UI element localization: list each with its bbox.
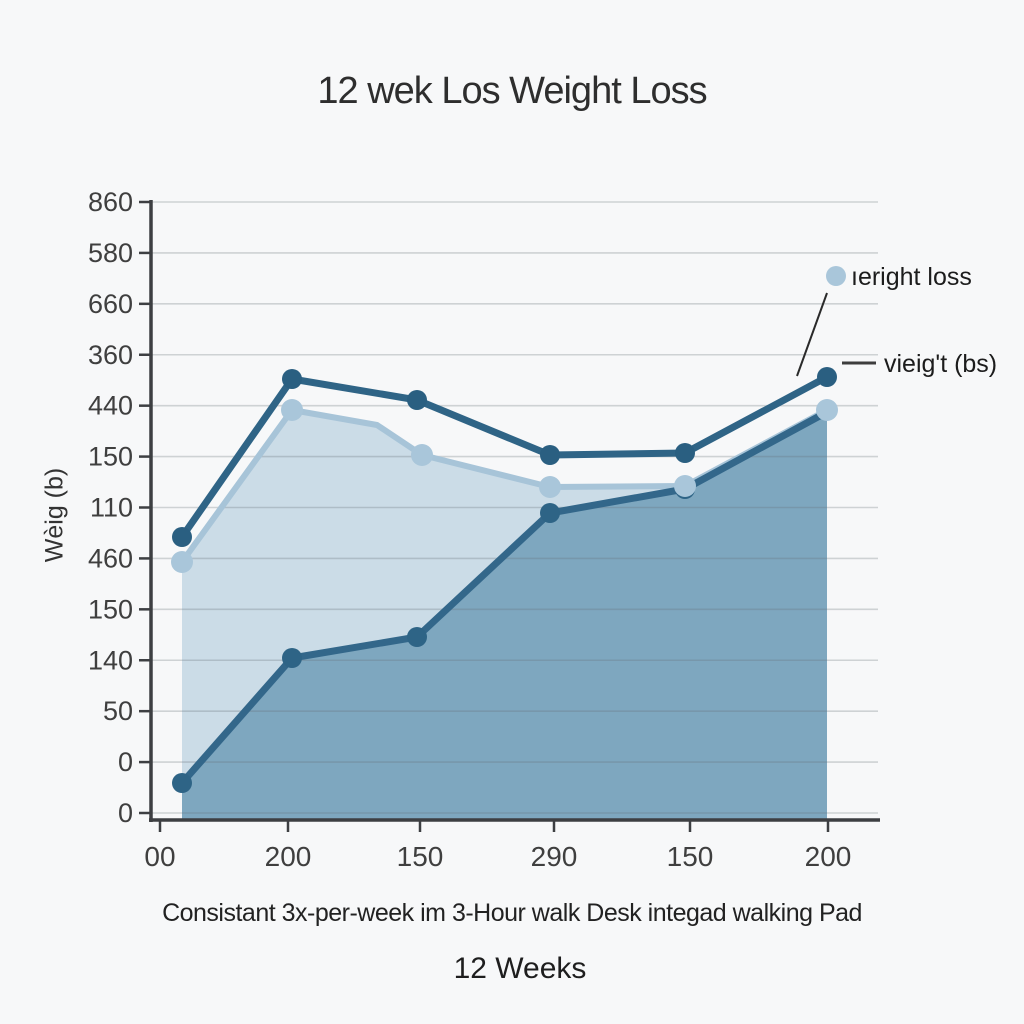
y-axis-ticks: 860 580 660 360 440 150 110 460 150 140 50 0 0: [88, 187, 151, 828]
y-tick-label: 140: [88, 645, 133, 675]
y-tick-label: 150: [88, 594, 133, 624]
chart-caption: Consistant 3x-per-week im 3-Hour walk De…: [162, 899, 862, 927]
weight-lbs-line-marker: [675, 443, 695, 463]
weight-loss-area-dark-marker: [172, 773, 192, 793]
weight-loss-area-light-marker: [674, 475, 696, 497]
weight-loss-area-light-marker: [539, 476, 561, 498]
weight-loss-area-dark-line: [178, 408, 831, 787]
weight-loss-area-light-marker: [411, 444, 433, 466]
weight-lbs-line-line: [178, 373, 831, 541]
y-tick-label: 860: [88, 187, 133, 217]
x-axis-ticks: 00 200 150 290 150 200: [144, 820, 851, 872]
y-tick-label: 440: [88, 391, 133, 421]
x-tick-label: 200: [265, 841, 312, 872]
y-tick-label: 50: [103, 696, 133, 726]
weight-loss-area-dark-marker: [540, 503, 560, 523]
y-tick-label: 580: [88, 238, 133, 268]
weight-lbs-line-marker: [817, 367, 837, 387]
axes: [149, 200, 880, 822]
y-tick-label: 110: [90, 493, 133, 523]
legend-label: ıeright loss: [851, 263, 972, 291]
y-tick-label: 460: [88, 543, 133, 573]
weight-loss-area-light-marker: [281, 399, 303, 421]
weight-lbs-line-marker: [540, 445, 560, 465]
weight-loss-area-dark-marker: [282, 648, 302, 668]
series-fills: [182, 410, 827, 819]
y-tick-label: 0: [118, 798, 133, 828]
weight-loss-area-light-marker: [171, 551, 193, 573]
series-markers: [171, 367, 838, 793]
legend: ıeright loss vieig't (bs): [826, 263, 997, 378]
x-tick-label: 150: [667, 841, 714, 872]
x-axis-title: 12 Weeks: [453, 952, 587, 985]
y-tick-label: 0: [118, 747, 133, 777]
weight-loss-area-light-marker: [816, 399, 838, 421]
annotations: [796, 292, 828, 377]
x-tick-label: 150: [397, 841, 444, 872]
y-tick-label: 660: [88, 289, 133, 319]
x-tick-label: 200: [805, 841, 852, 872]
legend-dot-swatch: [826, 266, 846, 286]
chart-title: 12 wek Los Weight Loss: [317, 70, 707, 112]
weight-lbs-line-marker: [172, 527, 192, 547]
weight-lbs-line-marker: [282, 369, 302, 389]
x-tick-label: 290: [531, 841, 578, 872]
weight-loss-area-dark-fill: [182, 412, 827, 819]
weight-loss-area-dark-marker: [407, 627, 427, 647]
y-tick-label: 360: [88, 340, 133, 370]
x-tick-label: 00: [144, 841, 175, 872]
weight-lbs-line-marker: [407, 390, 427, 410]
legend-label: vieig't (bs): [884, 350, 997, 378]
y-tick-label: 150: [88, 442, 133, 472]
legend-callout-line: [796, 292, 828, 377]
